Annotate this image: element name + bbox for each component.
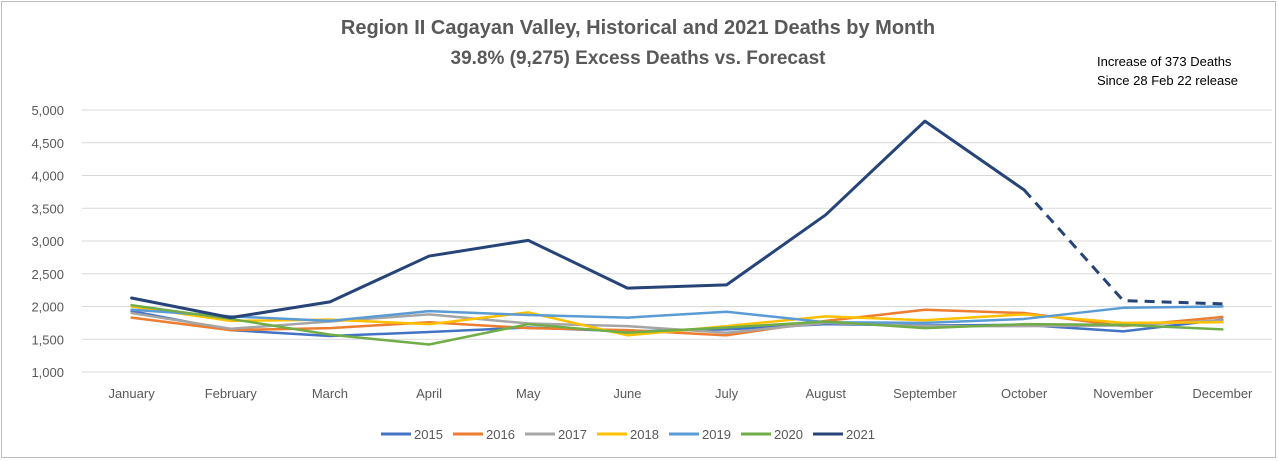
y-tick-label: 1,500 (31, 332, 64, 347)
legend-item-2019: 2019 (669, 427, 731, 442)
y-axis-ticks: 1,000 1,500 2,000 2,500 3,000 3,500 4,000 4,500… (31, 103, 64, 380)
x-tick-label: January (108, 386, 155, 401)
y-tick-label: 1,000 (31, 365, 64, 380)
series-line-2020 (130, 303, 1224, 346)
series-line-2019 (130, 305, 1224, 325)
y-tick-label: 4,000 (31, 169, 64, 184)
legend-item-2020: 2020 (741, 427, 803, 442)
legend-label: 2021 (846, 427, 875, 442)
x-tick-label: March (312, 386, 348, 401)
x-tick-label: July (715, 386, 739, 401)
legend-item-2017: 2017 (525, 427, 587, 442)
y-tick-label: 2,000 (31, 300, 64, 315)
x-axis-ticks: January February March April May June July Augu… (108, 386, 1253, 401)
x-tick-label: October (1001, 386, 1048, 401)
x-tick-label: August (806, 386, 847, 401)
annotation-line-2: Since 28 Feb 22 release (1097, 73, 1238, 88)
legend-label: 2017 (558, 427, 587, 442)
y-tick-label: 3,000 (31, 234, 64, 249)
legend-item-2021: 2021 (813, 427, 875, 442)
legend-label: 2018 (630, 427, 659, 442)
legend-item-2018: 2018 (597, 427, 659, 442)
x-tick-label: November (1093, 386, 1154, 401)
y-tick-label: 5,000 (31, 103, 64, 118)
y-tick-label: 2,500 (31, 267, 64, 282)
series-line-2021-projected (1022, 188, 1223, 306)
legend-label: 2016 (486, 427, 515, 442)
x-tick-label: May (516, 386, 541, 401)
x-tick-label: September (893, 386, 957, 401)
x-tick-label: December (1192, 386, 1253, 401)
series-lines (130, 119, 1224, 346)
legend: 2015 2016 2017 2018 2019 2020 2021 (381, 427, 875, 442)
y-tick-label: 3,500 (31, 201, 64, 216)
x-tick-label: February (205, 386, 258, 401)
legend-item-2015: 2015 (381, 427, 443, 442)
legend-label: 2019 (702, 427, 731, 442)
legend-item-2016: 2016 (453, 427, 515, 442)
x-tick-label: April (416, 386, 442, 401)
chart-subtitle: 39.8% (9,275) Excess Deaths vs. Forecast (451, 48, 827, 69)
legend-label: 2015 (414, 427, 443, 442)
y-tick-label: 4,500 (31, 136, 64, 151)
x-tick-label: June (613, 386, 641, 401)
annotation-line-1: Increase of 373 Deaths (1097, 54, 1232, 69)
legend-label: 2020 (774, 427, 803, 442)
gridlines (82, 109, 1272, 373)
chart-title: Region II Cagayan Valley, Historical and… (341, 17, 935, 39)
series-line-2021 (130, 119, 1026, 320)
